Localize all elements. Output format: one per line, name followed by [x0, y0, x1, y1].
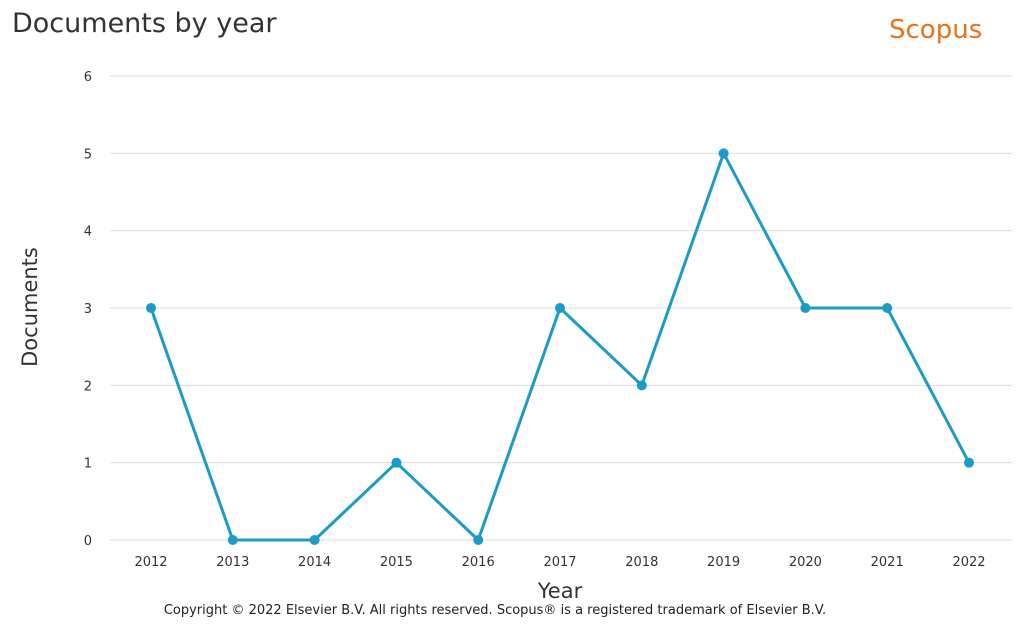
x-tick-label: 2019	[707, 555, 740, 570]
series-layer	[146, 148, 974, 545]
y-tick-label: 1	[84, 457, 92, 472]
y-tick-label: 4	[84, 225, 92, 240]
scopus-logo[interactable]: Scopus	[889, 15, 983, 45]
x-tick-label: 2017	[543, 555, 576, 570]
data-point[interactable]	[964, 457, 974, 468]
copyright-notice: Copyright © 2022 Elsevier B.V. All right…	[163, 603, 827, 618]
data-point[interactable]	[146, 303, 156, 313]
y-tick-label: 5	[84, 147, 92, 162]
data-point[interactable]	[391, 457, 402, 468]
data-point[interactable]	[555, 303, 565, 313]
y-axis-label: Documents	[18, 247, 42, 367]
data-point[interactable]	[800, 303, 811, 313]
y-tick-label: 0	[84, 534, 92, 549]
x-tick-label: 2013	[216, 555, 249, 570]
x-tick-label: 2012	[134, 555, 167, 570]
y-tick-label: 3	[84, 302, 92, 317]
data-point[interactable]	[473, 535, 484, 545]
series-line	[149, 151, 971, 542]
x-tick-label: 2020	[789, 555, 822, 570]
y-tick-label: 6	[84, 70, 92, 85]
x-tick-labels: 2012 2013 2014 2015 2016 2017 2018 2019 2020 2021…	[134, 555, 985, 570]
x-tick-label: 2022	[952, 555, 985, 570]
x-tick-label: 2014	[298, 555, 331, 570]
chart-title: Documents by year	[12, 8, 277, 39]
x-axis-label: Year	[537, 579, 583, 603]
data-point[interactable]	[882, 303, 893, 313]
data-point[interactable]	[309, 535, 320, 545]
x-tick-label: 2021	[871, 555, 904, 570]
data-point[interactable]	[718, 148, 729, 159]
y-tick-labels: 0 1 2 3 4 5 6	[84, 70, 92, 549]
x-tick-label: 2018	[625, 555, 658, 570]
data-point[interactable]	[636, 380, 647, 391]
y-tick-label: 2	[84, 379, 92, 394]
x-tick-label: 2015	[380, 555, 413, 570]
data-point[interactable]	[227, 535, 238, 545]
x-tick-label: 2016	[462, 555, 495, 570]
